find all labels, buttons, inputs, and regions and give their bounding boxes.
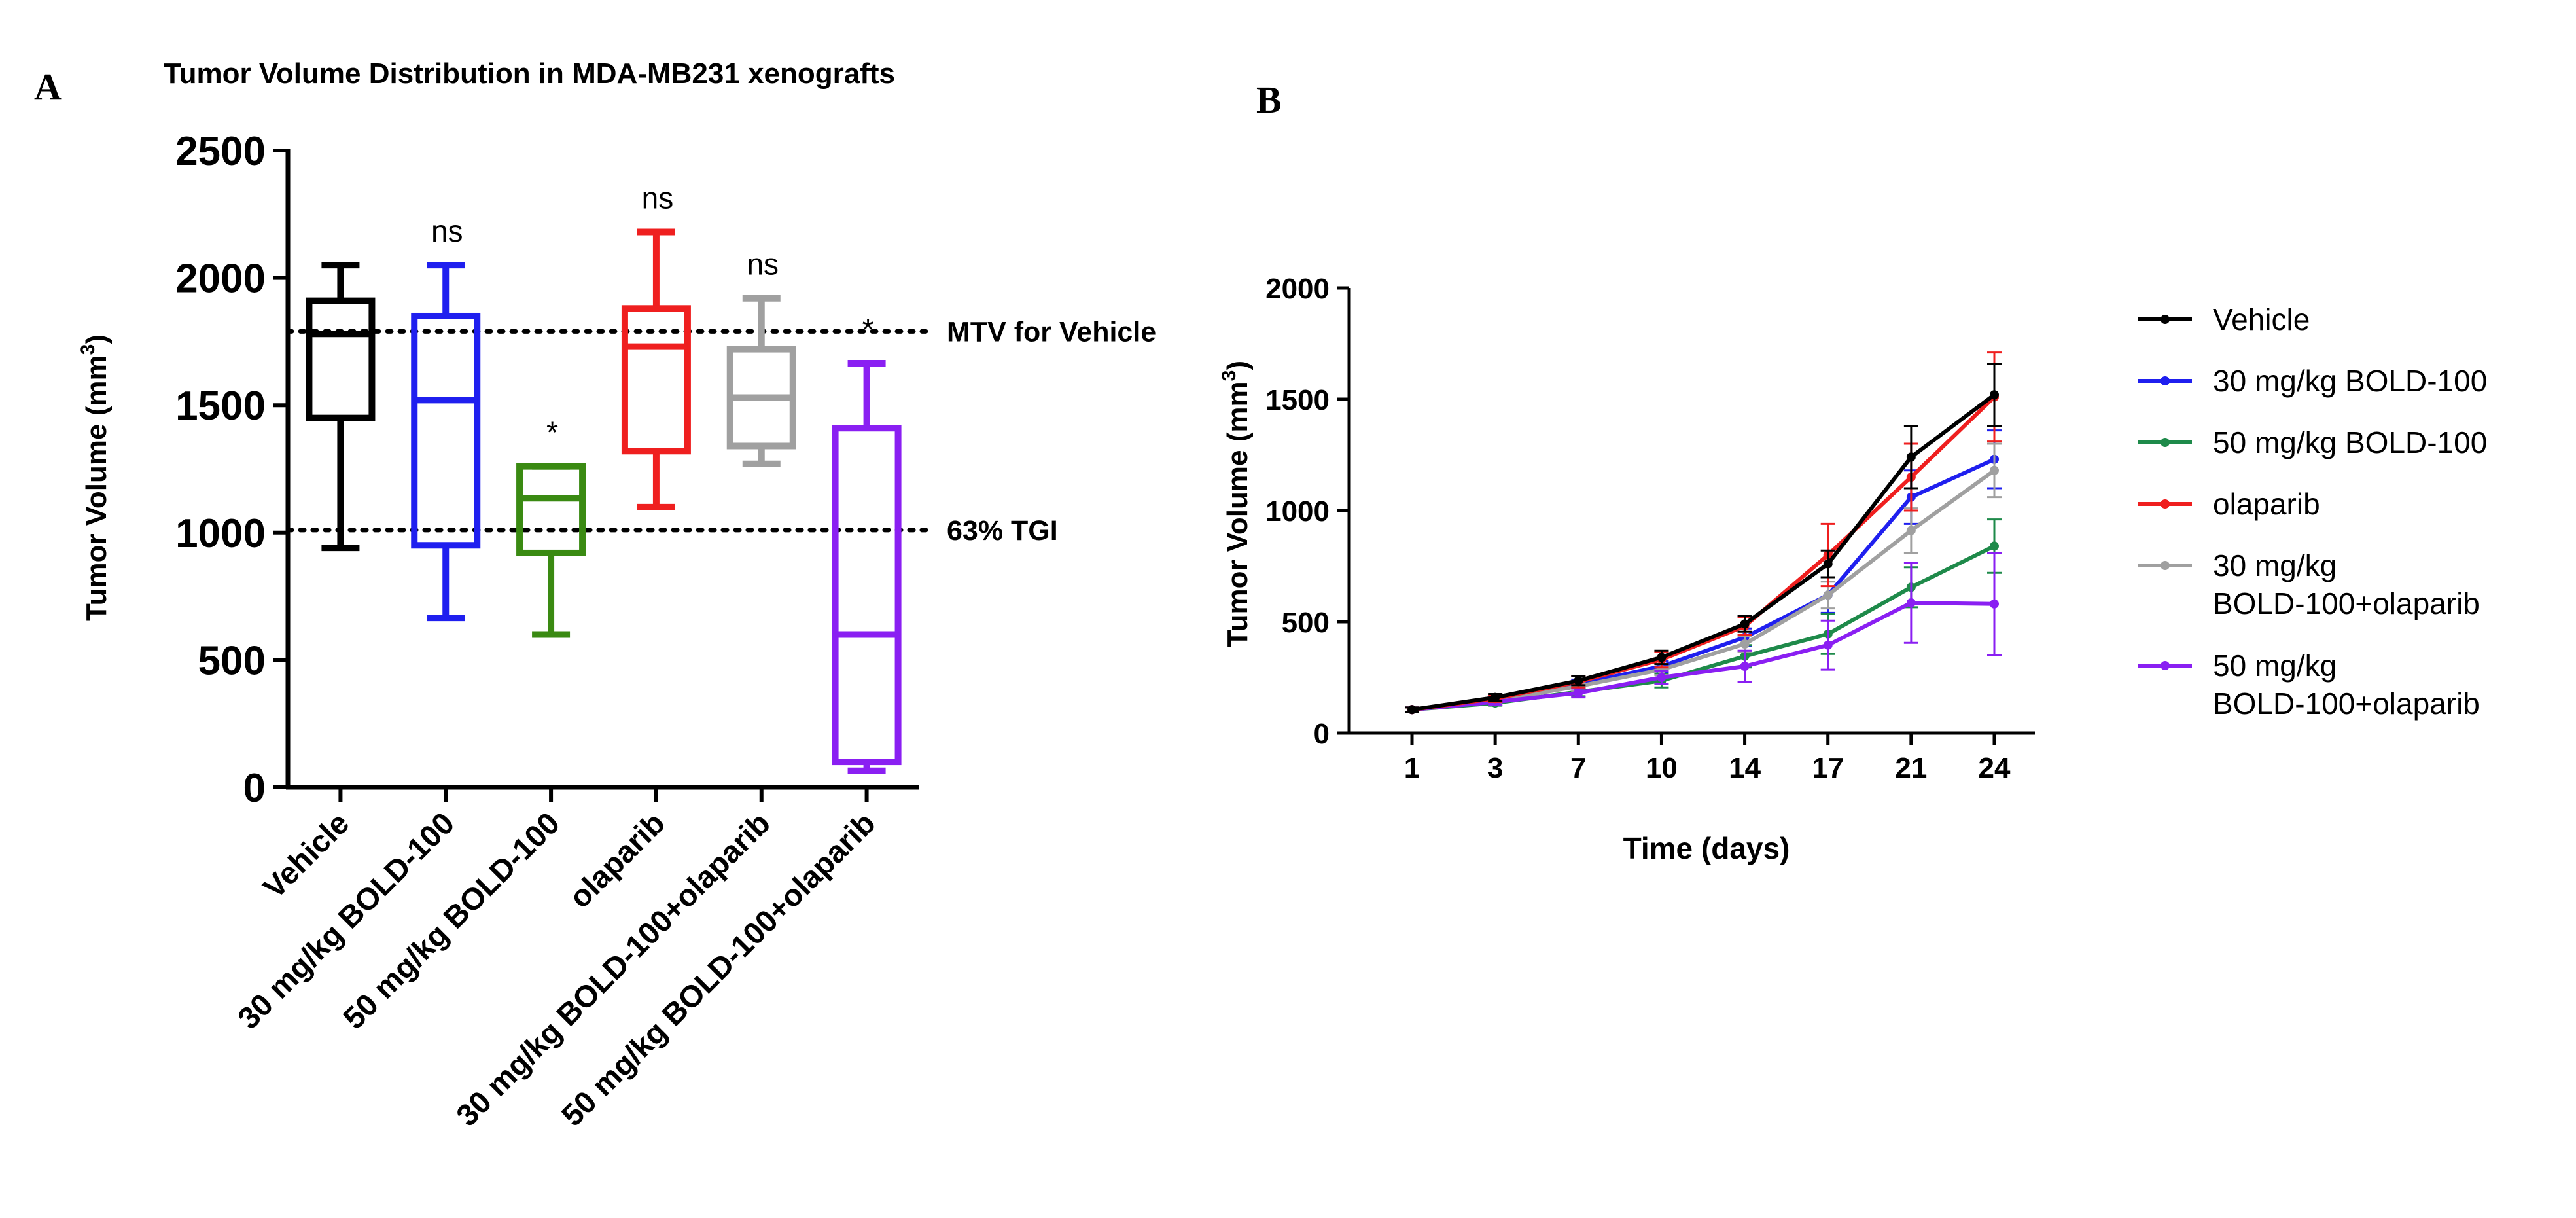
b-legend-item: Vehicle xyxy=(2138,302,2310,336)
b-y-tick-label: 500 xyxy=(1282,607,1330,639)
b-legend-item: 30 mg/kg BOLD-100 xyxy=(2138,364,2487,398)
b-series-line xyxy=(1411,393,1996,712)
b-data-point xyxy=(1823,590,1833,600)
b-legend-marker xyxy=(2161,376,2170,385)
a-significance-label: ns xyxy=(747,247,779,281)
a-box-group: * xyxy=(832,312,902,774)
b-data-point xyxy=(1990,465,1999,475)
b-x-tick-label: 3 xyxy=(1487,752,1503,784)
a-y-tick-label: 500 xyxy=(198,638,266,683)
a-significance-label: * xyxy=(862,312,874,346)
b-data-point xyxy=(1657,653,1667,662)
b-data-point xyxy=(1740,619,1750,629)
b-legend-marker xyxy=(2161,561,2170,570)
chart-a-title: Tumor Volume Distribution in MDA-MB231 x… xyxy=(164,58,895,90)
b-y-tick-label: 1500 xyxy=(1265,384,1330,416)
a-y-tick-label: 2000 xyxy=(175,257,266,302)
a-reference-label: 63% TGI xyxy=(947,515,1058,546)
b-x-tick-label: 24 xyxy=(1979,752,2011,784)
b-data-point xyxy=(1906,526,1916,535)
b-legend-label: 30 mg/kg BOLD-100 xyxy=(2213,364,2487,398)
b-series-line xyxy=(1411,601,1995,712)
a-box xyxy=(621,305,691,455)
b-legend-label: olaparib xyxy=(2213,487,2320,521)
a-box-group xyxy=(306,262,376,552)
b-x-tick-label: 17 xyxy=(1812,752,1844,784)
line-chart-panel: 0 500 1000 1500 2000 1 3 7 10 14 17 21 24 Vehicle 30 m… xyxy=(1265,273,2487,784)
b-series xyxy=(1405,552,2002,715)
b-legend-label: 50 mg/kg xyxy=(2213,649,2337,683)
b-data-point xyxy=(1407,705,1417,715)
b-legend-marker xyxy=(2161,499,2170,509)
b-x-tick-label: 7 xyxy=(1570,752,1586,784)
a-box xyxy=(411,312,481,549)
b-data-point xyxy=(1990,599,1999,609)
b-data-point xyxy=(1657,673,1667,682)
a-y-tick-label: 1500 xyxy=(175,384,266,429)
b-legend-marker xyxy=(2161,438,2170,447)
a-y-tick-label: 0 xyxy=(243,766,266,811)
b-legend-label: 30 mg/kg xyxy=(2213,548,2337,582)
b-y-tick-label: 2000 xyxy=(1265,273,1330,305)
chart-a-ylabel: Tumor Volume (mm3) xyxy=(77,334,113,621)
b-data-point xyxy=(1823,559,1833,569)
a-y-tick-label: 1000 xyxy=(175,511,266,556)
b-data-point xyxy=(1823,640,1833,650)
chart-b-ylabel: Tumor Volume (mm3) xyxy=(1218,361,1254,647)
a-significance-label: ns xyxy=(431,214,463,248)
a-box xyxy=(832,425,902,766)
a-x-tick-label: Vehicle xyxy=(256,806,355,905)
b-legend-label: BOLD-100+olaparib xyxy=(2213,586,2480,620)
box-plot-panel: 0 500 1000 1500 2000 2500 MTV for Vehicle 63% T… xyxy=(175,129,1156,1133)
a-x-tick-label: 50 mg/kg BOLD-100 xyxy=(336,806,566,1035)
b-legend-item: 50 mg/kg BOLD-100+olaparib xyxy=(2138,649,2480,721)
a-box-group: * xyxy=(516,416,586,638)
b-x-tick-label: 21 xyxy=(1895,752,1927,784)
b-data-point xyxy=(1906,452,1916,462)
a-reference-label: MTV for Vehicle xyxy=(947,316,1156,348)
b-data-point xyxy=(1990,390,1999,400)
chart-b-xlabel: Time (days) xyxy=(1623,831,1790,865)
a-box xyxy=(516,463,586,556)
a-box-group: ns xyxy=(726,247,796,467)
b-legend-item: olaparib xyxy=(2138,487,2320,521)
a-significance-label: * xyxy=(546,416,558,450)
b-y-tick-label: 1000 xyxy=(1265,495,1330,528)
b-data-point xyxy=(1990,541,1999,551)
b-series-line xyxy=(1411,469,1996,712)
b-x-tick-label: 1 xyxy=(1404,752,1420,784)
b-legend-item: 50 mg/kg BOLD-100 xyxy=(2138,425,2487,459)
panel-a-label: A xyxy=(34,65,62,108)
b-data-point xyxy=(1740,639,1750,649)
b-legend-label: 50 mg/kg BOLD-100 xyxy=(2213,425,2487,459)
a-box xyxy=(306,297,376,421)
b-x-tick-label: 14 xyxy=(1729,752,1761,784)
b-data-point xyxy=(1574,688,1583,698)
panel-b-label: B xyxy=(1256,79,1282,121)
b-legend-marker xyxy=(2161,315,2170,324)
a-box-group: ns xyxy=(621,181,691,510)
b-legend-item: 30 mg/kg BOLD-100+olaparib xyxy=(2138,548,2480,620)
b-data-point xyxy=(1740,662,1750,671)
a-significance-label: ns xyxy=(642,181,674,215)
b-legend-label: BOLD-100+olaparib xyxy=(2213,687,2480,721)
a-x-tick-label: olaparib xyxy=(562,806,671,915)
a-y-tick-label: 2500 xyxy=(175,129,266,174)
b-y-tick-label: 0 xyxy=(1314,718,1330,750)
b-legend-marker xyxy=(2161,661,2170,670)
b-legend-label: Vehicle xyxy=(2213,302,2310,336)
a-box-group: ns xyxy=(411,214,481,622)
b-series-line xyxy=(1411,544,1996,712)
b-data-point xyxy=(1491,692,1500,702)
b-x-tick-label: 10 xyxy=(1646,752,1678,784)
b-data-point xyxy=(1574,676,1583,686)
b-series xyxy=(1405,363,2002,715)
b-data-point xyxy=(1906,598,1916,608)
